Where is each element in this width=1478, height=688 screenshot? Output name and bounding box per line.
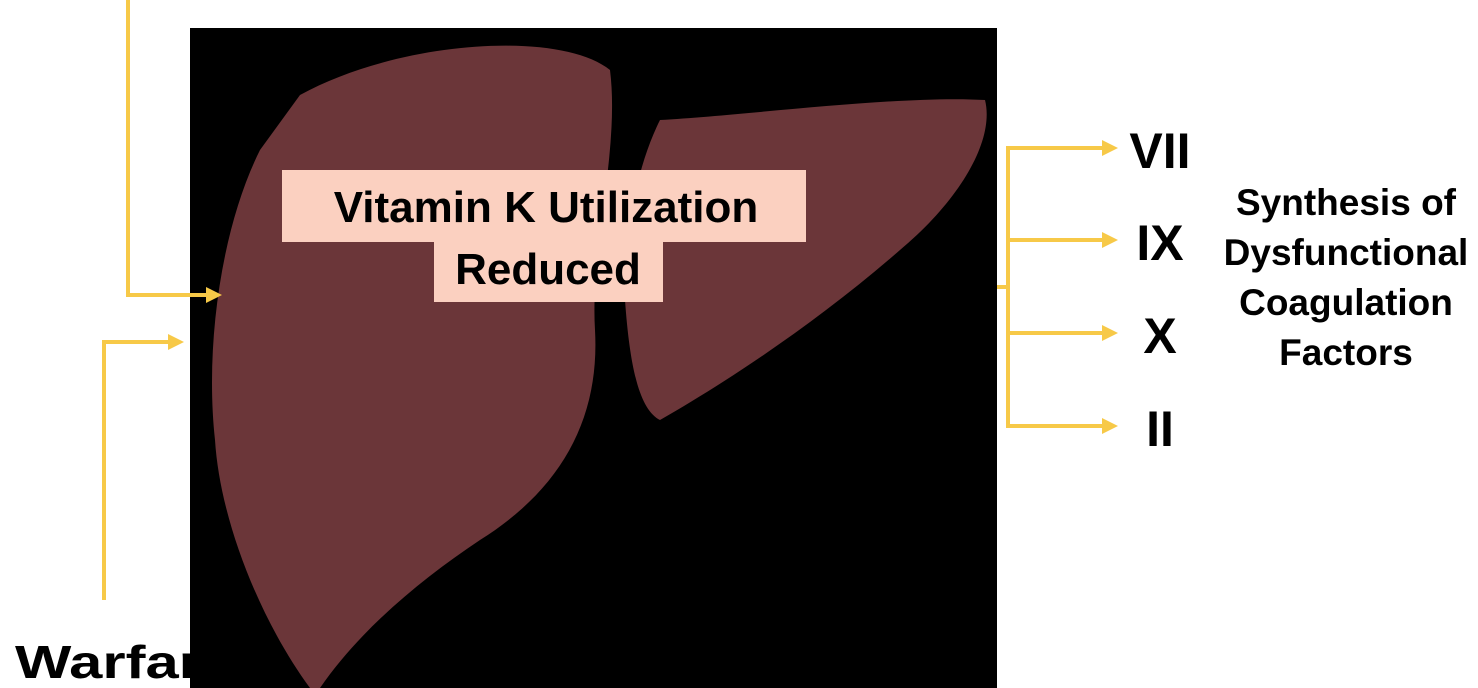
outcome-label: Synthesis of	[1236, 182, 1457, 223]
effect-label: Vitamin K Utilization	[334, 183, 759, 232]
arrowhead	[168, 334, 184, 350]
effect-label: Reduced	[455, 245, 641, 294]
factor-label: II	[1146, 401, 1174, 457]
outcome-label: Coagulation	[1239, 282, 1453, 323]
outcome-label: Dysfunctional	[1224, 232, 1469, 273]
diagram: Warfarin Vitamin K Utilization Reduced V…	[0, 0, 1478, 688]
outcome-label: Factors	[1279, 332, 1413, 373]
factor-label: VII	[1129, 123, 1190, 179]
arrowhead	[1102, 232, 1118, 248]
arrowhead	[1102, 140, 1118, 156]
arrow	[104, 342, 170, 600]
arrowhead	[1102, 418, 1118, 434]
factor-label: X	[1143, 308, 1176, 364]
factor-label: IX	[1136, 215, 1183, 271]
arrowhead	[1102, 325, 1118, 341]
